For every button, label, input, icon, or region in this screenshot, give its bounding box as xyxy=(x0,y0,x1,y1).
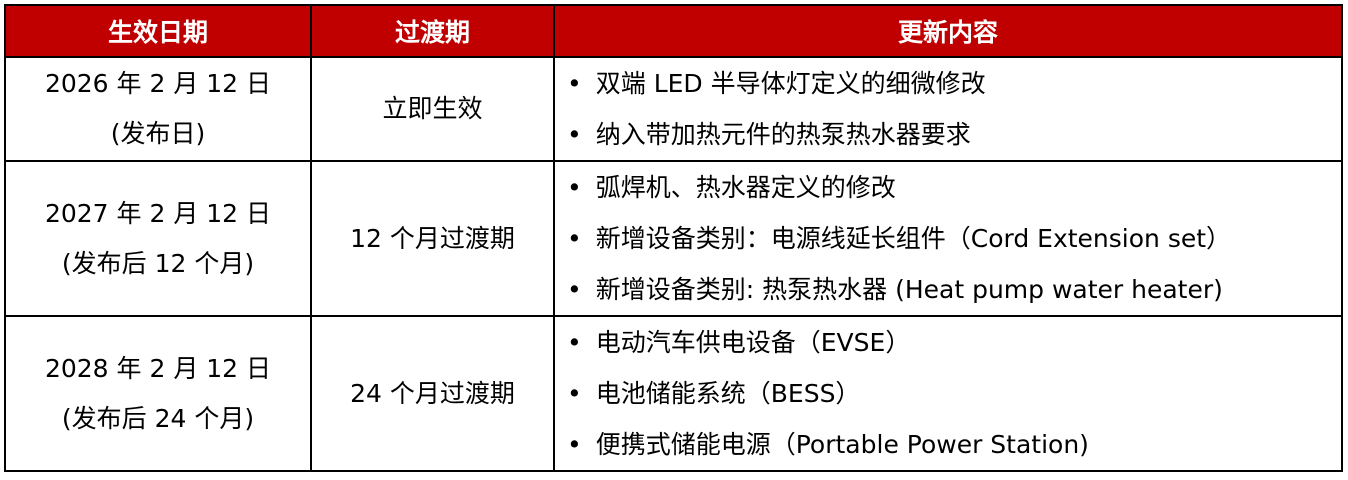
list-item: 便携式储能电源（Portable Power Station) xyxy=(567,419,1341,470)
header-row: 生效日期 过渡期 更新内容 xyxy=(4,4,1343,58)
list-item: 电池储能系统（BESS） xyxy=(567,368,1341,419)
date-note: (发布日) xyxy=(110,119,206,148)
date-cell: 2026 年 2 月 12 日 (发布日) xyxy=(4,56,312,162)
transition-cell: 24 个月过渡期 xyxy=(310,315,555,472)
table-row: 2027 年 2 月 12 日 (发布后 12 个月) 12 个月过渡期 弧焊机、… xyxy=(4,160,1343,317)
table-row: 2028 年 2 月 12 日 (发布后 24 个月) 24 个月过渡期 电动汽车… xyxy=(4,315,1343,472)
updates-cell: 双端 LED 半导体灯定义的细微修改 纳入带加热元件的热泵热水器要求 xyxy=(553,56,1343,162)
transition-cell: 12 个月过渡期 xyxy=(310,160,555,317)
date-note: (发布后 12 个月) xyxy=(61,248,255,278)
list-item: 新增设备类别: 热泵热水器 (Heat pump water heater) xyxy=(567,264,1341,315)
header-updates: 更新内容 xyxy=(553,4,1343,58)
header-transition: 过渡期 xyxy=(310,4,555,58)
date-note: (发布后 24 个月) xyxy=(61,403,255,433)
updates-cell: 弧焊机、热水器定义的修改 新增设备类别：电源线延长组件（Cord Extensi… xyxy=(553,160,1343,317)
list-item: 双端 LED 半导体灯定义的细微修改 xyxy=(567,58,1341,109)
header-effective-date: 生效日期 xyxy=(4,4,312,58)
date: 2026 年 2 月 12 日 xyxy=(44,69,272,98)
date-cell: 2028 年 2 月 12 日 (发布后 24 个月) xyxy=(4,315,312,472)
list-item: 电动汽车供电设备（EVSE） xyxy=(567,317,1341,368)
date: 2027 年 2 月 12 日 xyxy=(44,198,272,228)
transition-cell: 立即生效 xyxy=(310,56,555,162)
update-schedule-table: 生效日期 过渡期 更新内容 2026 年 2 月 12 日 (发布日) 立即生效 … xyxy=(4,4,1343,472)
date-cell: 2027 年 2 月 12 日 (发布后 12 个月) xyxy=(4,160,312,317)
updates-cell: 电动汽车供电设备（EVSE） 电池储能系统（BESS） 便携式储能电源（Port… xyxy=(553,315,1343,472)
list-item: 弧焊机、热水器定义的修改 xyxy=(567,162,1341,213)
date: 2028 年 2 月 12 日 xyxy=(44,353,272,383)
list-item: 纳入带加热元件的热泵热水器要求 xyxy=(567,109,1341,160)
table-row: 2026 年 2 月 12 日 (发布日) 立即生效 双端 LED 半导体灯定义的… xyxy=(4,56,1343,162)
list-item: 新增设备类别：电源线延长组件（Cord Extension set） xyxy=(567,213,1341,264)
